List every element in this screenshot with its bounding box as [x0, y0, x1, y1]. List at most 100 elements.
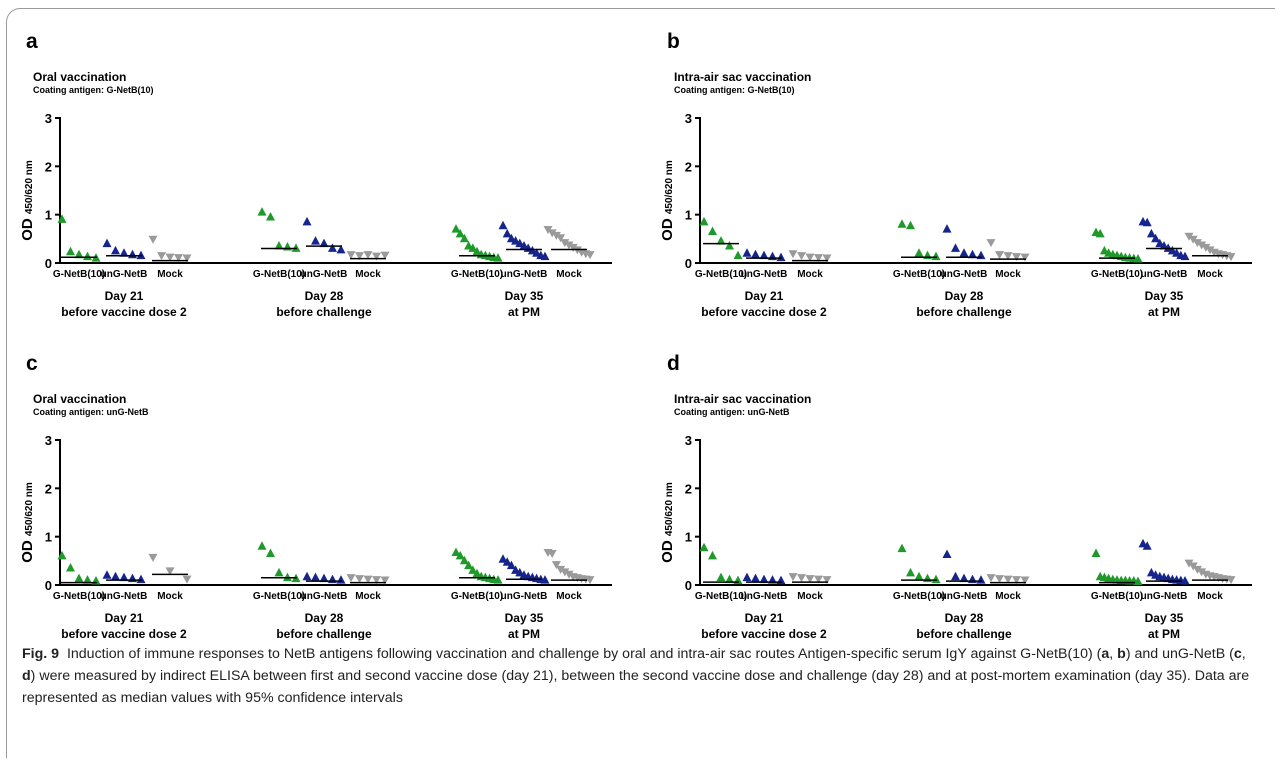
data-point: [540, 575, 550, 584]
panel-subtitle: Coating antigen: unG-NetB: [674, 407, 790, 417]
data-point: [995, 251, 1004, 260]
data-point: [136, 250, 146, 260]
data-point: [716, 236, 726, 245]
data-point: [451, 224, 461, 233]
data-point: [1133, 576, 1143, 586]
figure-label: Fig. 9: [22, 646, 60, 662]
data-point: [506, 560, 516, 570]
x-tick-label: unG-NetB: [741, 591, 788, 602]
caption-sep-2: ,: [1241, 646, 1246, 662]
data-point: [274, 567, 284, 577]
timepoint-label: Day 21: [745, 289, 784, 303]
timepoint-sublabel: at PM: [1148, 305, 1180, 319]
x-tick-label: Mock: [157, 269, 183, 280]
data-point: [302, 571, 312, 581]
data-point: [355, 575, 364, 584]
data-point: [363, 575, 373, 584]
data-point: [699, 542, 709, 552]
data-point: [274, 241, 284, 250]
data-point: [906, 567, 915, 577]
frame-rule: [6, 748, 7, 758]
y-tick-label: 1: [685, 208, 692, 223]
data-point: [148, 235, 158, 244]
data-point: [951, 243, 960, 252]
x-tick-label: G-NetB(10): [53, 591, 105, 602]
x-tick-label: G-NetB(10): [53, 269, 105, 280]
data-point: [751, 249, 760, 259]
x-tick-label: Mock: [556, 591, 582, 602]
data-point: [1188, 235, 1198, 244]
data-point: [283, 572, 292, 582]
data-point: [1184, 232, 1194, 241]
timepoint-sublabel: before vaccine dose 2: [61, 627, 187, 640]
x-tick-label: G-NetB(10): [1091, 591, 1143, 602]
data-point: [1192, 565, 1202, 574]
data-point: [355, 252, 364, 261]
data-point: [468, 565, 478, 574]
y-tick-label: 3: [685, 433, 692, 448]
data-point: [959, 573, 969, 583]
timepoint-label: Day 28: [305, 611, 344, 625]
data-point: [914, 248, 924, 257]
caption-ref-a: a: [1101, 646, 1110, 662]
data-point: [708, 226, 717, 235]
data-point: [1003, 252, 1013, 261]
y-tick-label: 2: [45, 481, 52, 496]
y-axis-label: OD 450/620 nm: [19, 482, 36, 563]
data-point: [564, 241, 574, 250]
timepoint-sublabel: at PM: [508, 305, 540, 319]
y-axis-label-main: OD: [19, 214, 36, 241]
x-tick-label: unG-NetB: [1141, 591, 1188, 602]
timepoint-label: Day 21: [745, 611, 784, 625]
y-axis-label-main: OD: [19, 536, 36, 563]
data-point: [1091, 548, 1101, 557]
x-tick-label: unG-NetB: [301, 591, 348, 602]
panel-letter: b: [667, 30, 680, 53]
data-point: [1133, 254, 1143, 263]
data-point: [83, 575, 92, 584]
timepoint-label: Day 28: [305, 289, 344, 303]
data-point: [1184, 559, 1194, 568]
data-point: [102, 238, 112, 248]
data-point: [336, 244, 346, 254]
data-point: [942, 224, 952, 233]
x-tick-label: unG-NetB: [301, 269, 348, 280]
data-point: [1197, 568, 1207, 577]
data-point: [986, 239, 996, 248]
data-point: [302, 216, 312, 226]
caption-ref-c: c: [1233, 646, 1242, 662]
data-point: [119, 572, 129, 582]
data-point: [797, 252, 806, 261]
data-point: [551, 561, 561, 570]
data-point: [472, 568, 482, 578]
data-point: [502, 557, 512, 566]
data-point: [788, 573, 798, 582]
panel-subtitle: Coating antigen: G-NetB(10): [33, 85, 154, 95]
y-axis-label-unit: 450/620 nm: [24, 160, 35, 214]
data-point: [266, 548, 275, 557]
y-tick-label: 0: [45, 578, 52, 593]
data-point: [459, 233, 469, 243]
data-point: [797, 574, 806, 583]
timepoint-sublabel: before vaccine dose 2: [701, 305, 827, 319]
y-tick-label: 0: [685, 578, 692, 593]
data-point: [751, 573, 760, 583]
x-tick-label: G-NetB(10): [695, 269, 747, 280]
x-tick-label: G-NetB(10): [253, 591, 305, 602]
x-tick-label: G-NetB(10): [451, 591, 503, 602]
caption-text-2: ) and unG-NetB (: [1125, 646, 1234, 662]
data-point: [1012, 253, 1021, 262]
data-point: [1201, 243, 1211, 252]
data-point: [742, 248, 752, 257]
figure-caption: Fig. 9 Induction of immune responses to …: [22, 643, 1262, 709]
x-tick-label: unG-NetB: [501, 269, 548, 280]
timepoint-sublabel: at PM: [508, 627, 540, 640]
data-point: [1020, 253, 1030, 262]
timepoint-label: Day 35: [1145, 289, 1184, 303]
data-point: [319, 573, 329, 583]
data-point: [1192, 239, 1202, 248]
y-axis-label-unit: 450/620 nm: [24, 482, 35, 536]
data-point: [986, 574, 996, 583]
data-point: [551, 231, 561, 240]
timepoint-label: Day 28: [945, 611, 984, 625]
